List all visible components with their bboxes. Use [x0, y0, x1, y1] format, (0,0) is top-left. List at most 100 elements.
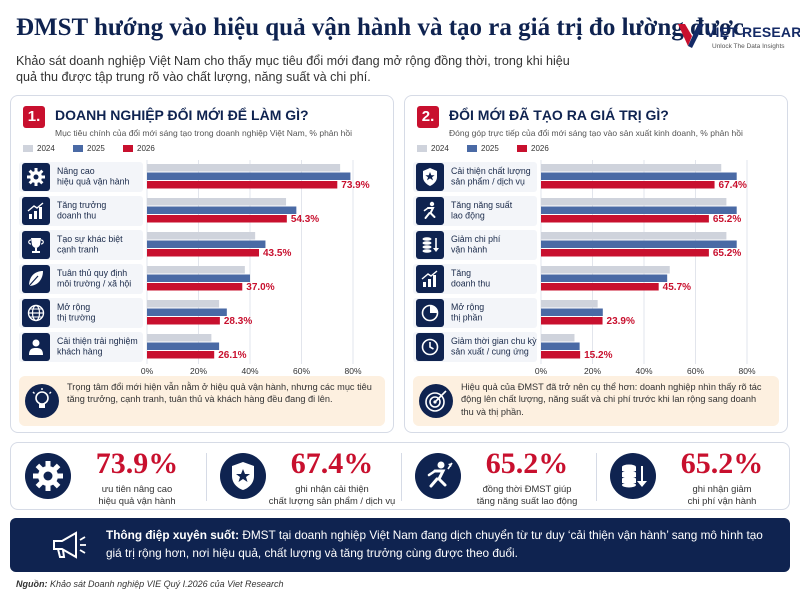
clock-icon: [416, 333, 444, 361]
bar-chart-value: 0% 20% 40% 60% 80% Cải thiện chất lượng sản ph…: [413, 160, 756, 376]
callout-text: Hiệu quả của ĐMST đã trở nên cụ thể hơn:…: [461, 382, 762, 417]
logo-tagline: Unlock The Data Insights: [712, 43, 785, 50]
bar-2025: [541, 206, 737, 214]
key-message-banner: Thông điệp xuyên suốt: ĐMST tại doanh ng…: [10, 518, 790, 572]
runner-icon: [416, 197, 444, 225]
panel-goals: 1. DOANH NGHIỆP ĐỔI MỚI ĐỂ LÀM GÌ? Mục t…: [10, 95, 394, 433]
viet-research-logo: VIET RESEARCH Unlock The Data Insights: [676, 18, 800, 58]
bar-2026: [541, 181, 715, 189]
category-label: Nâng cao hiệu quả vận hành: [57, 166, 130, 187]
kpi-label: đồng thời ĐMST giúp tăng năng suất lao độ…: [476, 483, 578, 506]
bar-2025: [147, 274, 250, 282]
x-tick-label: 60%: [687, 366, 704, 376]
bar-2026: [147, 317, 220, 325]
legend-item-2024: 2024: [417, 144, 449, 153]
panel-number: 2.: [417, 106, 439, 128]
bar-2025: [541, 172, 737, 180]
category-label: Giảm thời gian chu kỳ sản xuất / cung ứng: [451, 336, 537, 357]
bar-2024: [147, 300, 220, 308]
data-label: 73.9%: [341, 180, 369, 191]
bar-2025: [147, 240, 266, 248]
logo-mark-icon: [678, 24, 704, 48]
panel-number: 1.: [23, 106, 45, 128]
x-tick-label: 40%: [635, 366, 652, 376]
kpi-value: 65.2%: [680, 447, 764, 480]
data-label: 43.5%: [263, 248, 291, 259]
data-label: 23.9%: [607, 316, 635, 327]
bar-2026: [541, 351, 581, 359]
divider: [206, 453, 207, 501]
bar-2026: [147, 181, 338, 189]
data-label: 26.1%: [218, 350, 246, 361]
x-tick-label: 20%: [584, 366, 601, 376]
globe-icon: [22, 299, 50, 327]
kpi-card: 65.2% ghi nhận giảm chi phí vận hành: [596, 443, 791, 511]
kpi-card: 73.9% ưu tiên nâng cao hiệu quả vận hành: [11, 443, 206, 511]
bar-2025: [147, 308, 227, 316]
data-label: 28.3%: [224, 316, 252, 327]
kpi-label: ưu tiên nâng cao hiệu quả vận hành: [98, 483, 176, 506]
coins-down-icon: [416, 231, 444, 259]
page-title: ĐMST hướng vào hiệu quả vận hành và tạo …: [16, 14, 744, 41]
kpi-value: 73.9%: [95, 447, 179, 480]
page-subtitle: Khảo sát doanh nghiệp Việt Nam cho thấy …: [16, 54, 570, 84]
data-label: 65.2%: [713, 214, 741, 225]
bar-2024: [541, 300, 598, 308]
bar-2025: [147, 172, 351, 180]
legend-item-2026: 2026: [517, 144, 549, 153]
bar-2025: [147, 342, 220, 350]
x-tick-label: 0%: [535, 366, 548, 376]
source-note: Nguồn: Khảo sát Doanh nghiệp VIE Quý I.2…: [16, 579, 284, 589]
x-tick-label: 60%: [293, 366, 310, 376]
category-label: Cải thiện trải nghiệm khách hàng: [57, 336, 138, 357]
category-label: Mở rộng thị phần: [451, 302, 484, 323]
gear-icon: [22, 163, 50, 191]
bar-2024: [541, 266, 670, 274]
bar-2024: [541, 334, 575, 342]
category-label: Tăng doanh thu: [451, 268, 490, 289]
callout-box: Hiệu quả của ĐMST đã trở nên cụ thể hơn:…: [413, 376, 779, 426]
growth-chart-icon: [22, 197, 50, 225]
data-label: 67.4%: [719, 180, 747, 191]
x-tick-label: 80%: [738, 366, 755, 376]
bar-2024: [541, 164, 722, 172]
legend-item-2026: 2026: [123, 144, 155, 153]
data-label: 37.0%: [246, 282, 274, 293]
bar-2024: [147, 198, 287, 206]
leaf-icon: [22, 265, 50, 293]
bar-2024: [147, 232, 256, 240]
kpi-label: ghi nhận cải thiện chất lượng sản phẩm / …: [268, 483, 396, 506]
bar-2024: [541, 232, 727, 240]
bar-2025: [541, 240, 737, 248]
callout-text: Trọng tâm đổi mới hiện vẫn nằm ở hiệu qu…: [67, 382, 372, 405]
pie-icon: [416, 299, 444, 327]
category-label: Giảm chi phí vận hành: [451, 234, 501, 255]
divider: [401, 453, 402, 501]
bar-2026: [541, 317, 603, 325]
kpi-label: ghi nhận giảm chi phí vận hành: [687, 483, 757, 506]
category-label: Tăng trưởng doanh thu: [57, 200, 106, 221]
megaphone-icon: [53, 531, 86, 559]
x-tick-label: 80%: [344, 366, 361, 376]
category-label: Tạo sự khác biệt cạnh tranh: [57, 234, 123, 255]
bar-2026: [147, 351, 215, 359]
bar-2026: [541, 249, 709, 257]
logo-name: VIET RESEARCH: [706, 24, 800, 40]
trophy-icon: [22, 231, 50, 259]
kpi-value: 65.2%: [485, 447, 569, 480]
data-label: 65.2%: [713, 248, 741, 259]
category-label: Tăng năng suất lao động: [451, 200, 513, 221]
shield-star-icon: [220, 453, 266, 499]
bar-2026: [147, 249, 260, 257]
kpi-card: 67.4% ghi nhận cải thiện chất lượng sản p…: [206, 443, 401, 511]
bar-2026: [147, 215, 287, 223]
bar-2024: [147, 164, 341, 172]
kpi-card: 65.2% đồng thời ĐMST giúp tăng năng suất …: [401, 443, 596, 511]
bar-2025: [541, 342, 580, 350]
category-label: Tuân thủ quy định môi trường / xã hội: [57, 268, 131, 289]
x-tick-label: 40%: [241, 366, 258, 376]
bar-2026: [541, 283, 659, 291]
panel-value: 2. ĐỔI MỚI ĐÃ TẠO RA GIÁ TRỊ GÌ? Đóng gó…: [404, 95, 788, 433]
bar-2025: [541, 274, 668, 282]
legend-item-2025: 2025: [73, 144, 105, 153]
